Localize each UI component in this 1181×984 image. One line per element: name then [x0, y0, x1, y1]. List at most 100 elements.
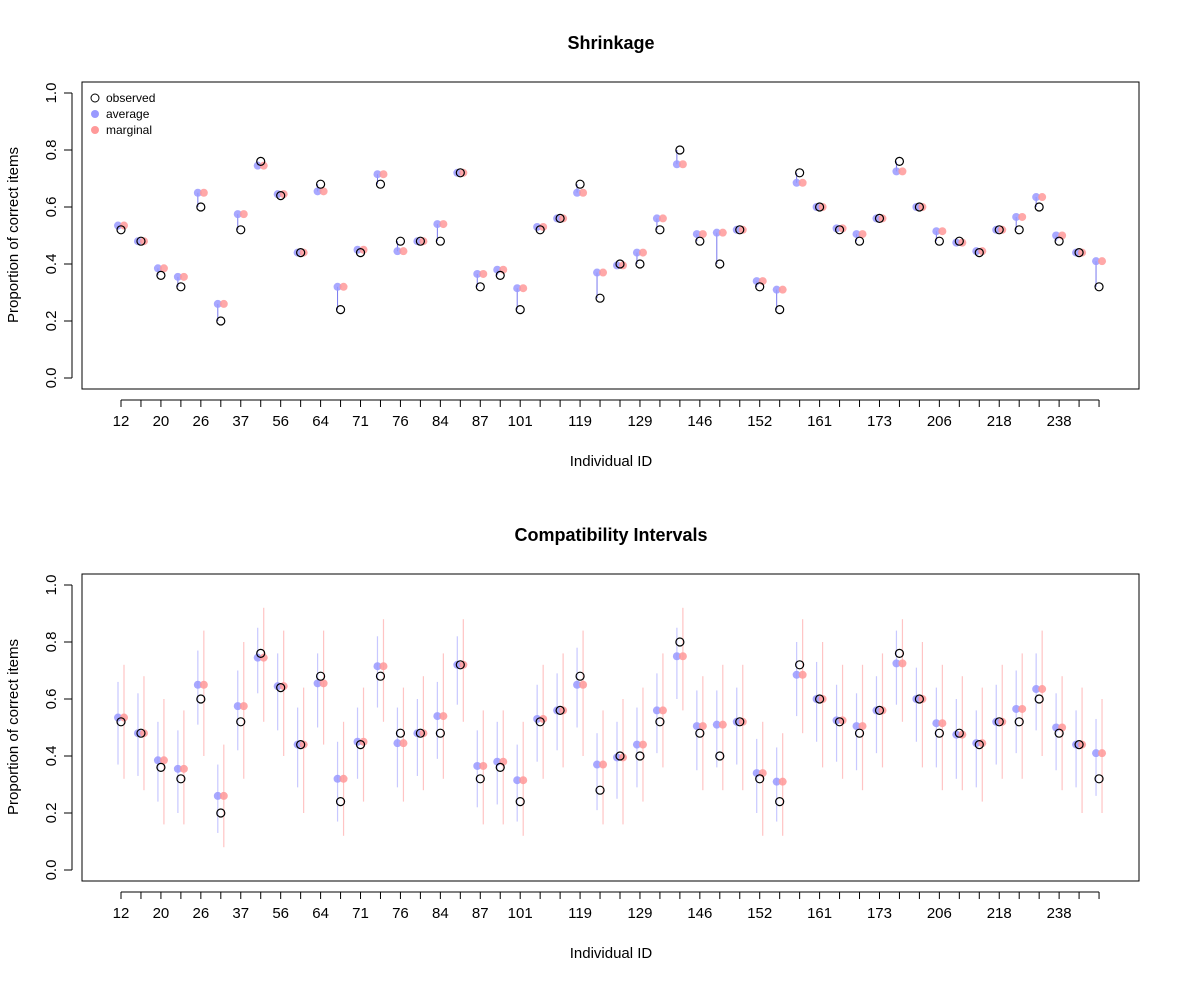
x-tick-label: 84	[432, 905, 449, 922]
x-tick-label: 37	[232, 905, 249, 922]
marginal-point	[1038, 193, 1046, 201]
y-tick-label: 0.4	[43, 746, 60, 767]
y-tick-label: 0.6	[43, 197, 60, 218]
marginal-point	[1098, 257, 1106, 265]
marginal-point	[180, 765, 188, 773]
marginal-point	[200, 681, 208, 689]
y-tick-label: 0.8	[43, 140, 60, 161]
x-tick-label: 71	[352, 905, 369, 922]
y-tick-label: 1.0	[43, 575, 60, 596]
legend-label-marginal: marginal	[106, 123, 152, 137]
x-axis-label: Individual ID	[570, 453, 653, 470]
x-tick-label: 238	[1047, 413, 1072, 430]
marginal-point	[1018, 705, 1026, 713]
x-tick-label: 64	[312, 905, 329, 922]
marginal-point	[1098, 749, 1106, 757]
x-tick-label: 87	[472, 905, 489, 922]
x-tick-label: 101	[508, 905, 533, 922]
x-tick-label: 56	[272, 905, 289, 922]
x-tick-label: 238	[1047, 905, 1072, 922]
y-tick-label: 0.2	[43, 311, 60, 332]
marginal-point	[579, 681, 587, 689]
marginal-point	[579, 189, 587, 197]
marginal-point	[220, 300, 228, 308]
x-tick-label: 161	[807, 905, 832, 922]
legend-label-average: average	[106, 107, 150, 121]
y-axis-label: Proportion of correct items	[5, 639, 22, 815]
marginal-point	[200, 189, 208, 197]
legend-marker-marginal	[91, 126, 99, 134]
x-tick-label: 119	[568, 413, 592, 430]
marginal-point	[719, 721, 727, 729]
x-tick-label: 218	[987, 905, 1012, 922]
marginal-point	[240, 210, 248, 218]
x-tick-label: 76	[392, 413, 409, 430]
marginal-point	[799, 671, 807, 679]
x-tick-label: 87	[472, 413, 489, 430]
x-tick-label: 71	[352, 413, 369, 430]
marginal-point	[519, 284, 527, 292]
x-tick-label: 152	[747, 905, 772, 922]
marginal-point	[679, 652, 687, 660]
x-tick-label: 76	[392, 905, 409, 922]
marginal-point	[779, 778, 787, 786]
chart-title: Compatibility Intervals	[514, 525, 707, 545]
x-tick-label: 20	[153, 413, 170, 430]
marginal-point	[938, 227, 946, 235]
x-tick-label: 218	[987, 413, 1012, 430]
marginal-point	[659, 214, 667, 222]
marginal-point	[399, 739, 407, 747]
marginal-point	[439, 220, 447, 228]
y-axis-label: Proportion of correct items	[5, 147, 22, 323]
x-tick-label: 101	[508, 413, 533, 430]
marginal-point	[240, 702, 248, 710]
x-tick-label: 173	[867, 905, 892, 922]
x-tick-label: 26	[192, 905, 209, 922]
x-tick-label: 84	[432, 413, 449, 430]
y-tick-label: 1.0	[43, 83, 60, 104]
y-tick-label: 0.0	[43, 860, 60, 881]
marginal-point	[379, 662, 387, 670]
marginal-point	[719, 229, 727, 237]
x-tick-label: 12	[113, 413, 130, 430]
marginal-point	[779, 286, 787, 294]
y-tick-label: 0.6	[43, 689, 60, 710]
marginal-point	[439, 712, 447, 720]
x-tick-label: 206	[927, 905, 952, 922]
marginal-point	[180, 273, 188, 281]
marginal-point	[599, 761, 607, 769]
marginal-point	[898, 659, 906, 667]
marginal-point	[479, 762, 487, 770]
x-tick-label: 129	[627, 905, 652, 922]
marginal-point	[479, 270, 487, 278]
x-tick-label: 146	[687, 905, 712, 922]
x-tick-label: 173	[867, 413, 892, 430]
marginal-point	[1038, 685, 1046, 693]
x-tick-label: 206	[927, 413, 952, 430]
x-tick-label: 146	[687, 413, 712, 430]
x-tick-label: 37	[232, 413, 249, 430]
marginal-point	[898, 167, 906, 175]
marginal-point	[220, 792, 228, 800]
marginal-point	[799, 179, 807, 187]
x-tick-label: 119	[568, 905, 592, 922]
x-tick-label: 26	[192, 413, 209, 430]
marginal-point	[639, 249, 647, 257]
marginal-point	[938, 719, 946, 727]
y-tick-label: 0.8	[43, 632, 60, 653]
x-tick-label: 129	[627, 413, 652, 430]
marginal-point	[399, 247, 407, 255]
chart-title: Shrinkage	[567, 33, 654, 53]
marginal-point	[340, 283, 348, 291]
y-tick-label: 0.2	[43, 803, 60, 824]
x-tick-label: 152	[747, 413, 772, 430]
legend-label-observed: observed	[106, 91, 155, 105]
marginal-point	[519, 776, 527, 784]
x-tick-label: 64	[312, 413, 329, 430]
y-tick-label: 0.4	[43, 254, 60, 275]
marginal-point	[659, 706, 667, 714]
legend-marker-average	[91, 110, 99, 118]
x-axis-label: Individual ID	[570, 945, 653, 962]
marginal-point	[679, 160, 687, 168]
